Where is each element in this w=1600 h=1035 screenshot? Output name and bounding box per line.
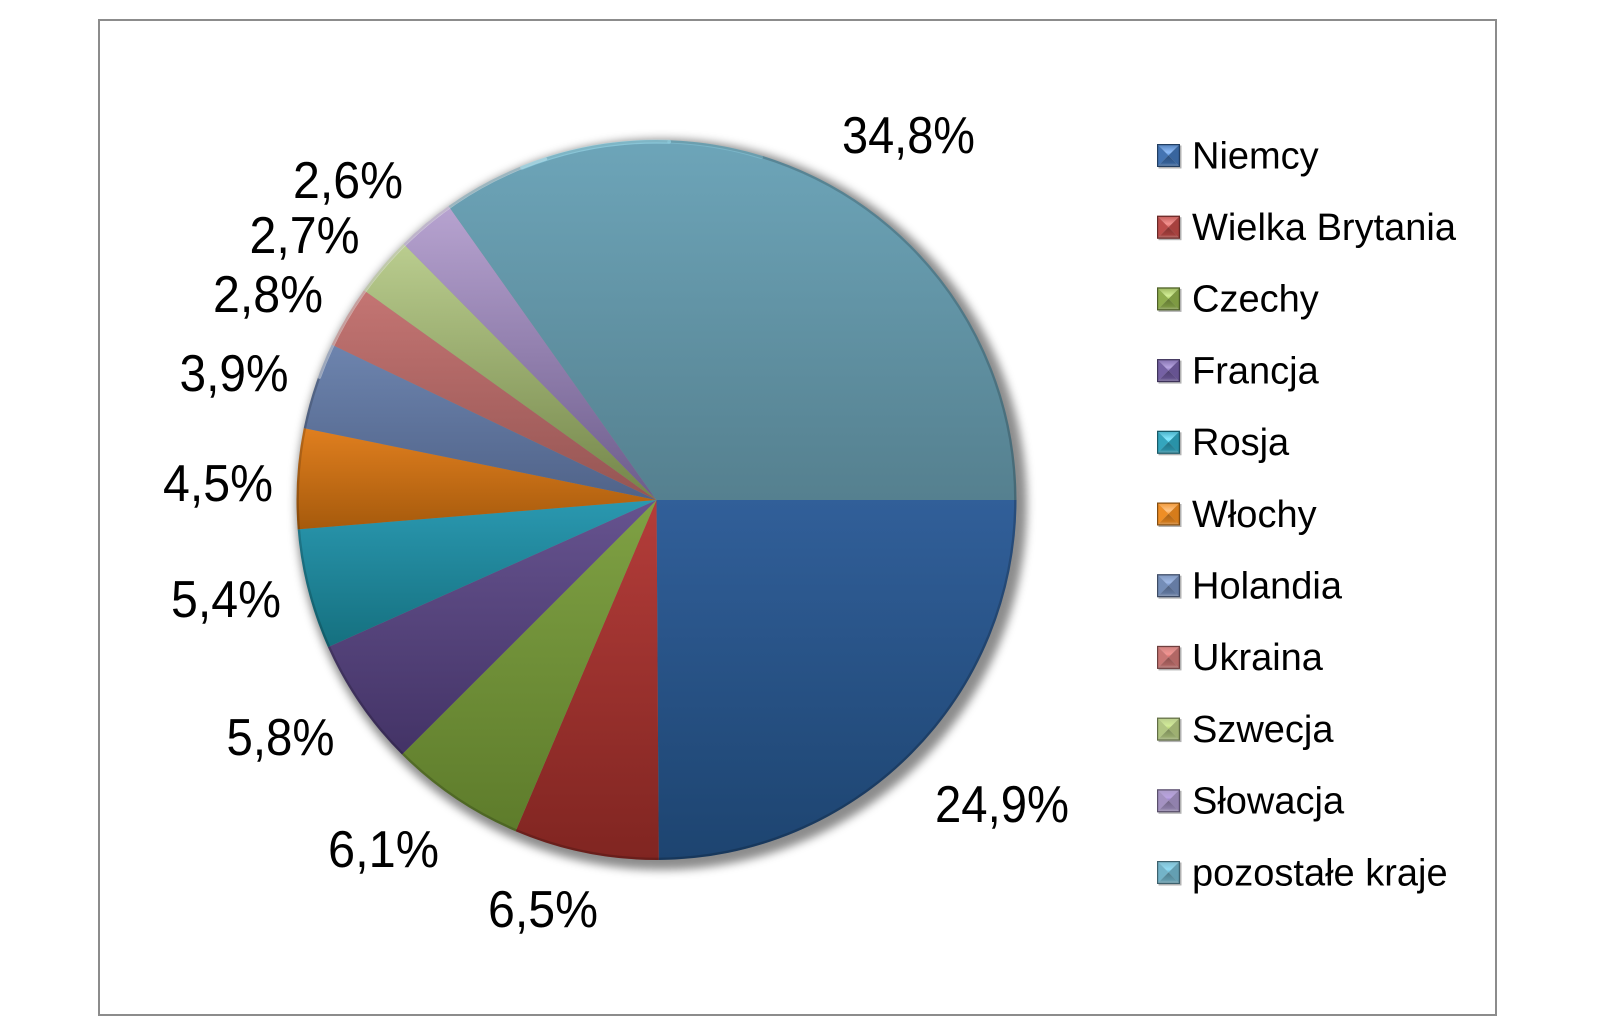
svg-text:4,5%: 4,5% [163,455,273,513]
svg-text:Wielka Brytania: Wielka Brytania [1192,207,1457,249]
svg-text:6,1%: 6,1% [328,821,439,879]
svg-text:Szwecja: Szwecja [1192,709,1334,751]
svg-text:Francja: Francja [1192,350,1320,392]
svg-text:pozostałe kraje: pozostałe kraje [1192,852,1448,894]
svg-text:5,4%: 5,4% [171,571,281,629]
svg-text:2,7%: 2,7% [250,207,360,265]
svg-text:2,6%: 2,6% [293,152,403,210]
svg-text:34,8%: 34,8% [842,107,975,165]
svg-text:Słowacja: Słowacja [1192,781,1345,823]
svg-text:Włochy: Włochy [1192,494,1317,536]
svg-text:Ukraina: Ukraina [1192,637,1324,679]
svg-text:Niemcy: Niemcy [1192,135,1319,177]
svg-text:24,9%: 24,9% [935,776,1069,834]
svg-text:2,8%: 2,8% [213,266,323,324]
svg-text:5,8%: 5,8% [227,709,335,767]
svg-text:Holandia: Holandia [1192,566,1343,608]
svg-text:Czechy: Czechy [1192,279,1319,321]
svg-text:3,9%: 3,9% [180,345,289,403]
svg-text:6,5%: 6,5% [488,881,598,939]
svg-text:Rosja: Rosja [1192,422,1290,464]
